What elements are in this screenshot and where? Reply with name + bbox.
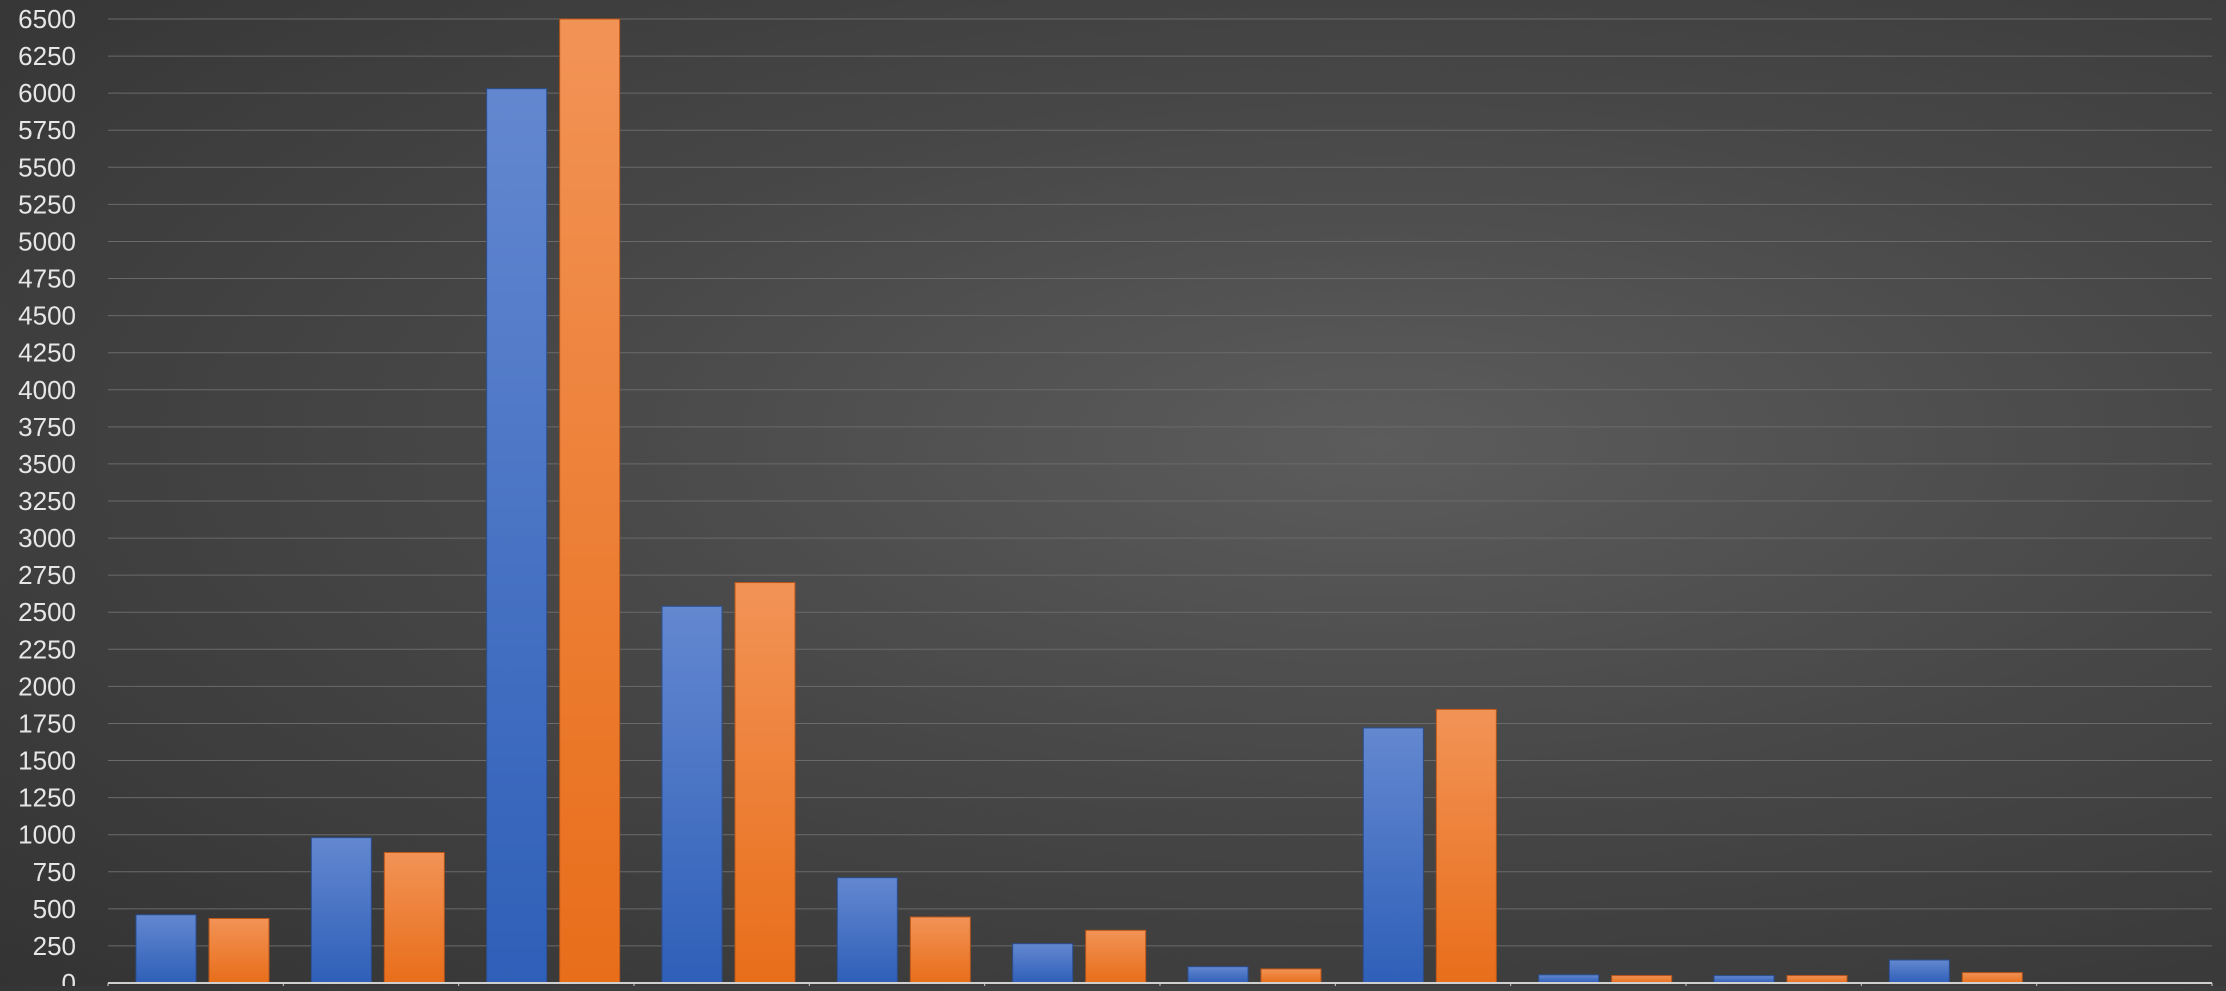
y-tick-label: 1750 [18,708,76,738]
y-tick-label: 5500 [18,152,76,182]
bar-series-1 [1538,974,1600,984]
y-tick-label: 5750 [18,115,76,145]
bar-series-2 [1435,708,1497,984]
bar-series-1 [1362,727,1424,984]
y-tick-label: 6500 [18,4,76,34]
grid-lines [108,18,2212,947]
y-tick-label: 6250 [18,41,76,71]
bar-series-1 [486,88,548,984]
bar-series-1 [1012,943,1074,984]
bar-series-1 [1888,959,1950,984]
y-tick-label: 4750 [18,264,76,294]
bar-series-1 [135,914,197,984]
bar-series-1 [661,605,723,984]
y-tick-label: 5000 [18,226,76,256]
bar-series-1 [310,837,372,984]
y-tick-label: 3750 [18,412,76,442]
y-tick-label: 4500 [18,301,76,331]
y-tick-label: 4250 [18,338,76,368]
y-tick-label: 2500 [18,597,76,627]
y-tick-label: 6000 [18,78,76,108]
bar-series-1 [1713,975,1775,984]
y-tick-label: 2250 [18,634,76,664]
y-tick-label: 0 [62,968,76,986]
bar-series-2 [208,917,270,984]
bar-series-2 [1085,929,1147,984]
bar-series-2 [1611,975,1673,984]
y-tick-label: 500 [33,894,76,924]
y-tick-label: 2000 [18,671,76,701]
y-tick-label: 1000 [18,820,76,850]
bar-series-1 [836,877,898,984]
y-tick-label: 2750 [18,560,76,590]
bar-series-2 [1260,968,1322,984]
y-axis-tick-labels: 0 250 500 750 1000 1250 1500 1750 2000 2250 2500 27… [18,4,76,991]
bar-series-2 [1961,972,2023,984]
y-tick-label: 4000 [18,375,76,405]
y-tick-label: 1250 [18,783,76,813]
bar-series-2 [734,582,796,984]
y-tick-label: 750 [33,857,76,887]
y-tick-label: 5250 [18,189,76,219]
y-tick-label: 3250 [18,486,76,516]
bar-series-2 [383,851,445,984]
bar-series-1 [1187,966,1249,984]
y-tick-label: 250 [33,931,76,961]
y-tick-label: 1500 [18,746,76,776]
bar-series-2 [559,18,621,984]
y-tick-label: 3500 [18,449,76,479]
bar-series-2 [909,916,971,984]
bar-series-2 [1786,975,1848,984]
y-tick-label: 3000 [18,523,76,553]
